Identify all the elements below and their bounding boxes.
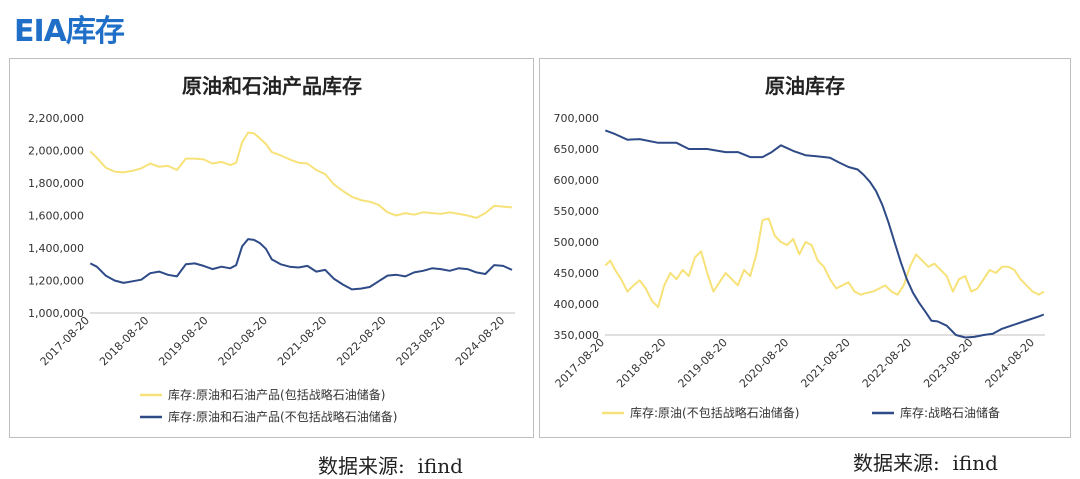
data-source-right: 数据来源: ifind xyxy=(853,451,998,475)
y-tick-label: 700,000 xyxy=(554,112,600,125)
series-line-2 xyxy=(604,129,1045,339)
chart-crude-inventory: 原油库存 350,000 400,000 450,000 500,000 550,000 6… xyxy=(553,74,1045,420)
data-source-left: 数据来源: ifind xyxy=(318,454,463,478)
y-tick-label: 650,000 xyxy=(554,143,600,156)
legend-label: 库存:原油和石油产品(不包括战略石油储备) xyxy=(168,409,397,424)
page-title: EIA库存 xyxy=(14,14,125,49)
x-tick-label: 2023-08-20 xyxy=(394,314,448,368)
chart-panel-crude-inventory: 原油库存 350,000 400,000 450,000 500,000 550,000 6… xyxy=(539,58,1071,438)
chart-total-inventory: 原油和石油产品库存 1,000,000 1,200,000 1,400,000 1,60… xyxy=(28,74,515,424)
x-tick-label: 2019-08-20 xyxy=(676,336,730,390)
y-tick-label: 1,000,000 xyxy=(28,307,84,320)
y-tick-label: 1,800,000 xyxy=(28,177,84,190)
y-tick-label: 400,000 xyxy=(554,298,600,311)
legend-label: 库存:原油和石油产品(包括战略石油储备) xyxy=(168,387,385,402)
x-tick-label: 2024-08-20 xyxy=(983,336,1037,390)
legend-label: 库存:原油(不包括战略石油储备) xyxy=(630,405,799,420)
x-tick-label: 2024-08-20 xyxy=(453,314,507,368)
y-tick-label: 500,000 xyxy=(554,236,600,249)
x-tick-label: 2022-08-20 xyxy=(334,314,388,368)
series-line-2 xyxy=(89,238,513,291)
y-tick-label: 1,400,000 xyxy=(28,242,84,255)
y-tick-label: 2,000,000 xyxy=(28,145,84,158)
x-tick-label: 2020-08-20 xyxy=(216,314,270,368)
x-tick-label: 2019-08-20 xyxy=(156,314,210,368)
x-tick-label: 2021-08-20 xyxy=(798,336,852,390)
x-tick-label: 2017-08-20 xyxy=(38,314,92,368)
series-line-1 xyxy=(89,131,513,219)
y-tick-label: 450,000 xyxy=(554,267,600,280)
y-tick-label: 350,000 xyxy=(554,329,600,342)
x-tick-label: 2022-08-20 xyxy=(860,336,914,390)
y-tick-label: 600,000 xyxy=(554,174,600,187)
y-tick-label: 550,000 xyxy=(554,205,600,218)
x-tick-label: 2018-08-20 xyxy=(97,314,151,368)
y-tick-label: 2,200,000 xyxy=(28,112,84,125)
chart-title: 原油和石油产品库存 xyxy=(182,74,362,98)
chart-panel-total-inventory: 原油和石油产品库存 1,000,000 1,200,000 1,400,000 1,60… xyxy=(9,58,534,438)
x-tick-label: 2021-08-20 xyxy=(275,314,329,368)
x-tick-label: 2020-08-20 xyxy=(737,336,791,390)
x-tick-label: 2018-08-20 xyxy=(614,336,668,390)
chart-title: 原油库存 xyxy=(765,74,845,98)
legend-label: 库存:战略石油储备 xyxy=(900,405,1000,420)
y-tick-label: 1,600,000 xyxy=(28,210,84,223)
series-line-1 xyxy=(604,217,1045,309)
y-tick-label: 1,200,000 xyxy=(28,275,84,288)
x-tick-label: 2023-08-20 xyxy=(921,336,975,390)
x-tick-label: 2017-08-20 xyxy=(553,336,607,390)
